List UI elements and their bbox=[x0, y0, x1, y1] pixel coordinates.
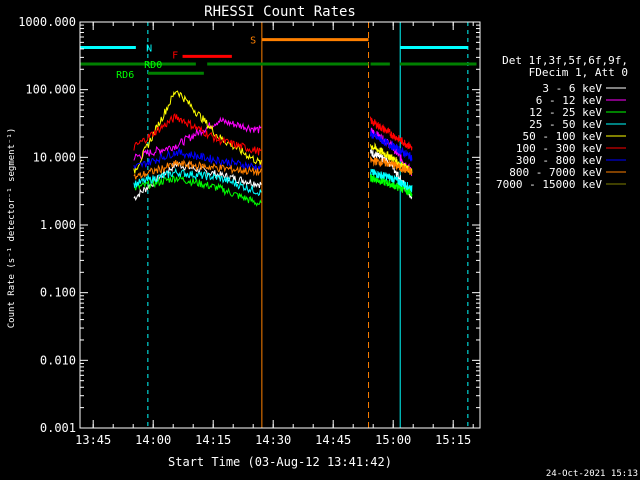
bar-label: F bbox=[172, 50, 178, 61]
legend-label: 800 - 7000 keV bbox=[509, 166, 602, 179]
y-tick-label: 1.000 bbox=[40, 218, 76, 232]
x-tick-label: 14:15 bbox=[195, 433, 231, 447]
legend-label: 12 - 25 keV bbox=[529, 106, 602, 119]
axes: 1000.000 100.000 10.000 1.000 0.100 0.010 0.00… bbox=[18, 15, 481, 447]
x-tick-label: 13:45 bbox=[75, 433, 111, 447]
y-tick-label: 100.000 bbox=[25, 83, 76, 97]
x-tick-label: 15:00 bbox=[375, 433, 411, 447]
series-line-100_300keV bbox=[370, 116, 413, 151]
plot-area: N F S RD0 RD6 bbox=[79, 22, 477, 428]
legend-label: 6 - 12 keV bbox=[536, 94, 603, 107]
y-tick-label: 0.001 bbox=[40, 421, 76, 435]
series-line-300_800keV bbox=[370, 130, 413, 162]
x-tick-label: 14:45 bbox=[315, 433, 351, 447]
y-tick-label: 1000.000 bbox=[18, 15, 76, 29]
series-line-100_300keV bbox=[133, 113, 262, 156]
legend-label: 50 - 100 keV bbox=[523, 130, 603, 143]
chart-title: RHESSI Count Rates bbox=[204, 4, 356, 20]
legend-label: 25 - 50 keV bbox=[529, 118, 602, 131]
bar-label: N bbox=[146, 43, 152, 54]
x-tick-label: 14:30 bbox=[255, 433, 291, 447]
legend-label: 7000 - 15000 keV bbox=[496, 178, 602, 191]
x-axis-label: Start Time (03-Aug-12 13:41:42) bbox=[168, 455, 392, 469]
bar-label: RD0 bbox=[144, 60, 162, 71]
legend-header: FDecim 1, Att 0 bbox=[529, 66, 628, 79]
legend: Det 1f,3f,5f,6f,9f,FDecim 1, Att 0 3 - 6 … bbox=[496, 54, 628, 191]
legend-label: 100 - 300 keV bbox=[516, 142, 602, 155]
legend-label: 300 - 800 keV bbox=[516, 154, 602, 167]
y-tick-label: 0.010 bbox=[40, 353, 76, 367]
y-tick-label: 10.000 bbox=[33, 150, 76, 164]
series-line-800_7000keV bbox=[133, 159, 262, 180]
y-tick-label: 0.100 bbox=[40, 286, 76, 300]
x-tick-label: 15:15 bbox=[435, 433, 471, 447]
series-line-25_50keV bbox=[133, 167, 262, 197]
series-line-25_50keV bbox=[370, 168, 413, 193]
bar-label: RD6 bbox=[116, 70, 134, 81]
date-stamp: 24-Oct-2021 15:13 bbox=[546, 469, 638, 479]
series-line-12_25keV bbox=[133, 173, 262, 207]
series-line-6_12keV bbox=[133, 116, 262, 161]
series-line-800_7000keV bbox=[370, 156, 413, 175]
y-axis-label: Count Rate (s⁻¹ detector⁻¹ segment⁻¹) bbox=[7, 128, 17, 328]
legend-header: Det 1f,3f,5f,6f,9f, bbox=[502, 54, 628, 67]
x-tick-label: 14:00 bbox=[135, 433, 171, 447]
bar-label: S bbox=[250, 36, 256, 47]
series-line-300_800keV bbox=[133, 146, 262, 172]
legend-label: 3 - 6 keV bbox=[542, 82, 602, 95]
